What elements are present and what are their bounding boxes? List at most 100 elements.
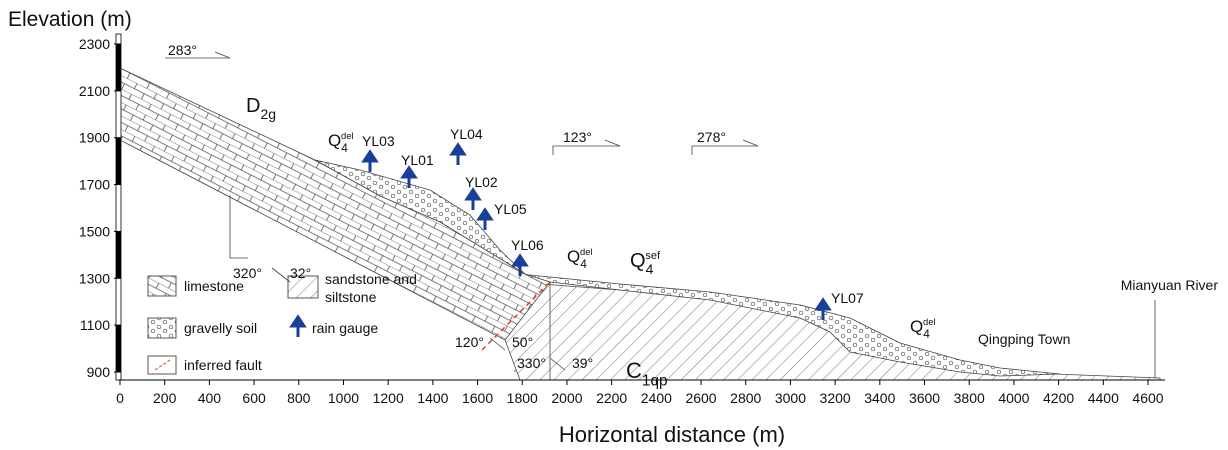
- orientation-label: 330°: [517, 355, 546, 371]
- orientation-symbol: [552, 139, 621, 155]
- place-label: Qingping Town: [978, 331, 1070, 347]
- axis-segment: [116, 325, 121, 372]
- rain-gauge-label: YL07: [831, 290, 864, 306]
- unit-base: D: [246, 95, 260, 117]
- x-tick-label: 2800: [730, 390, 761, 406]
- unit-label: Q4del: [567, 247, 593, 271]
- y-axis-title: Elevation (m): [8, 8, 132, 31]
- x-tick-label: 4000: [998, 390, 1029, 406]
- unit-label: C1qp: [626, 358, 668, 390]
- x-tick-label: 1800: [507, 390, 538, 406]
- unit-label: Q4del: [910, 317, 936, 341]
- gravel-deposit: [519, 273, 1061, 377]
- legend-swatch: [147, 275, 177, 297]
- x-tick-label: 2200: [596, 390, 627, 406]
- orientation-label: 283°: [168, 42, 197, 58]
- legend-label: limestone: [184, 278, 244, 294]
- unit-sub: 1qp: [642, 373, 668, 390]
- unit-base: Q: [328, 131, 341, 150]
- orientation-label: 50°: [512, 334, 533, 350]
- x-tick-label: 3400: [864, 390, 895, 406]
- legend-arrow: [289, 314, 307, 337]
- rain-gauge-label: YL02: [465, 174, 498, 190]
- unit-label: Q4del: [328, 131, 354, 155]
- x-tick-label: 3800: [954, 390, 985, 406]
- x-tick-label: 1200: [373, 390, 404, 406]
- x-tick-label: 4600: [1132, 390, 1163, 406]
- rain-gauge-arrow: [449, 142, 467, 165]
- inferred-fault: [481, 281, 551, 351]
- x-tick-label: 2400: [641, 390, 672, 406]
- unit-base: Q: [567, 247, 580, 266]
- y-tick-label: 2100: [79, 83, 110, 99]
- rain-gauge-arrow: [400, 165, 418, 188]
- x-tick-label: 0: [116, 390, 124, 406]
- x-tick-label: 3200: [820, 390, 851, 406]
- unit-sup: sef: [645, 250, 661, 262]
- x-tick-label: 200: [153, 390, 177, 406]
- axis-segment: [116, 44, 121, 91]
- x-tick-label: 2000: [551, 390, 582, 406]
- rain-gauge-arrow: [476, 207, 494, 230]
- axis-segment: [116, 231, 121, 279]
- unit-sub: 4: [580, 257, 587, 271]
- x-tick-label: 600: [242, 390, 266, 406]
- x-tick-label: 800: [287, 390, 311, 406]
- x-tick-label: 1400: [417, 390, 448, 406]
- unit-sub: 4: [646, 261, 654, 277]
- rain-gauge-arrow: [511, 253, 529, 276]
- x-tick-label: 400: [198, 390, 222, 406]
- y-tick-label: 2300: [79, 36, 110, 52]
- orientation-symbol: [691, 139, 759, 155]
- y-tick-label: 900: [87, 364, 111, 380]
- rain-gauge-label: YL06: [511, 237, 544, 253]
- unit-base: Q: [910, 317, 923, 336]
- orientation-symbol: [165, 51, 231, 59]
- limestone-body: [119, 67, 551, 341]
- x-tick-label: 2600: [685, 390, 716, 406]
- legend-swatch: [287, 275, 319, 299]
- legend-swatch: [147, 355, 177, 375]
- y-tick-label: 1500: [79, 223, 110, 239]
- x-tick-label: 1600: [462, 390, 493, 406]
- legend-swatch: [147, 317, 177, 339]
- unit-sup: del: [580, 247, 592, 257]
- unit-sup: del: [341, 131, 353, 141]
- unit-label: D2g: [246, 95, 276, 122]
- x-tick-label: 1000: [328, 390, 359, 406]
- unit-sup: del: [923, 317, 935, 327]
- x-axis-title: Horizontal distance (m): [559, 422, 785, 447]
- y-tick-label: 1100: [80, 317, 110, 333]
- orientation-label: 320°: [233, 265, 262, 281]
- orientation-symbol: [514, 357, 566, 372]
- orientation-label: 278°: [697, 129, 726, 145]
- axis-segment: [116, 137, 121, 185]
- unit-sub: 4: [341, 141, 348, 155]
- rain-gauge-arrow: [361, 149, 379, 172]
- orientation-label: 32°: [290, 265, 311, 281]
- x-tick-label: 4200: [1043, 390, 1074, 406]
- geology: [119, 67, 1161, 381]
- rain-gauge-label: YL03: [362, 133, 395, 149]
- rain-gauge-arrow: [814, 297, 832, 320]
- legend-label: sandstone and: [325, 271, 417, 287]
- y-tick-label: 1700: [79, 177, 110, 193]
- unit-base: Q: [630, 250, 646, 272]
- unit-base: C: [626, 358, 642, 383]
- orientation-label: 123°: [563, 129, 592, 145]
- legend-fault: [154, 359, 171, 371]
- orientation-symbol: [489, 337, 506, 351]
- legend-label: siltstone: [325, 289, 377, 305]
- orientation-symbol: [229, 195, 291, 283]
- rain-gauge-label: YL01: [401, 152, 434, 168]
- unit-label: Q4sef: [630, 250, 661, 277]
- x-tick-label: 3600: [909, 390, 940, 406]
- legend-label: rain gauge: [312, 320, 378, 336]
- legend: limestone sandstone and siltstone gravel…: [147, 271, 417, 375]
- y-tick-label: 1900: [79, 130, 110, 146]
- place-label: Mianyuan River: [1121, 277, 1219, 293]
- unit-sub: 4: [923, 327, 930, 341]
- legend-label: inferred fault: [184, 357, 262, 373]
- y-tick-label: 1300: [79, 270, 110, 286]
